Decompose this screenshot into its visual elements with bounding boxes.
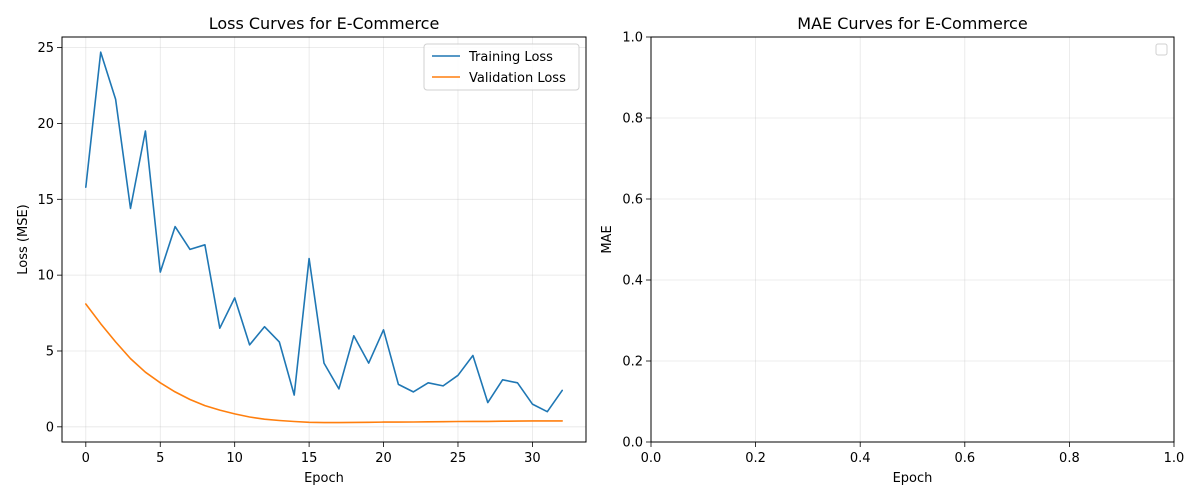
x-tick-label: 30 [524, 451, 541, 466]
validation-loss-line [85, 303, 564, 424]
y-tick-label: 15 [37, 193, 54, 208]
y-tick-label: 0.4 [622, 274, 643, 289]
mae-chart-xlabel: Epoch [893, 471, 933, 486]
loss-chart-ylabel: Loss (MSE) [16, 204, 31, 274]
y-tick-label: 5 [46, 344, 54, 359]
y-tick-label: 0 [46, 420, 54, 435]
legend-validation-label: Validation Loss [469, 71, 566, 86]
mae-chart: 0.0 0.2 0.4 0.6 0.8 1.0 0.0 0.2 0.4 0.6 0.8 1.0 MAE… [600, 14, 1184, 486]
y-tick-label: 0.2 [622, 355, 643, 370]
x-tick-label: 5 [156, 451, 164, 466]
loss-chart-title: Loss Curves for E-Commerce [209, 14, 440, 33]
mae-chart-ticks: 0.0 0.2 0.4 0.6 0.8 1.0 0.0 0.2 0.4 0.6 0.8 1.0 [622, 31, 1184, 467]
training-loss-line [85, 51, 564, 413]
mae-legend-box [1155, 43, 1168, 56]
x-tick-label: 10 [226, 451, 243, 466]
loss-chart-series [85, 51, 564, 424]
mae-chart-ylabel: MAE [600, 225, 615, 253]
y-tick-label: 0.6 [622, 193, 643, 208]
loss-chart: 0 5 10 15 20 25 30 0 5 10 15 20 25 Loss Curves for E… [16, 14, 587, 486]
x-tick-label: 0.6 [954, 451, 975, 466]
x-tick-label: 20 [375, 451, 392, 466]
x-tick-label: 0.2 [745, 451, 766, 466]
loss-legend-box [423, 43, 580, 91]
y-tick-label: 0.8 [622, 112, 643, 127]
loss-chart-legend: Training Loss Validation Loss [423, 43, 580, 91]
x-tick-label: 0.8 [1059, 451, 1080, 466]
loss-chart-xlabel: Epoch [304, 471, 344, 486]
x-tick-label: 15 [301, 451, 318, 466]
y-tick-label: 20 [37, 117, 54, 132]
x-tick-label: 0.0 [641, 451, 662, 466]
y-tick-label: 1.0 [622, 31, 643, 46]
loss-chart-ticks: 0 5 10 15 20 25 30 0 5 10 15 20 25 [37, 41, 540, 466]
mae-chart-title: MAE Curves for E-Commerce [797, 14, 1027, 33]
y-tick-label: 25 [37, 41, 54, 56]
x-tick-label: 0.4 [850, 451, 871, 466]
y-tick-label: 10 [37, 269, 54, 284]
x-tick-label: 25 [450, 451, 467, 466]
loss-chart-grid [62, 37, 586, 442]
x-tick-label: 1.0 [1164, 451, 1185, 466]
mae-chart-frame [650, 36, 1175, 443]
x-tick-label: 0 [82, 451, 90, 466]
legend-training-label: Training Loss [468, 50, 553, 65]
y-tick-label: 0.0 [622, 436, 643, 451]
loss-chart-frame [61, 36, 587, 443]
